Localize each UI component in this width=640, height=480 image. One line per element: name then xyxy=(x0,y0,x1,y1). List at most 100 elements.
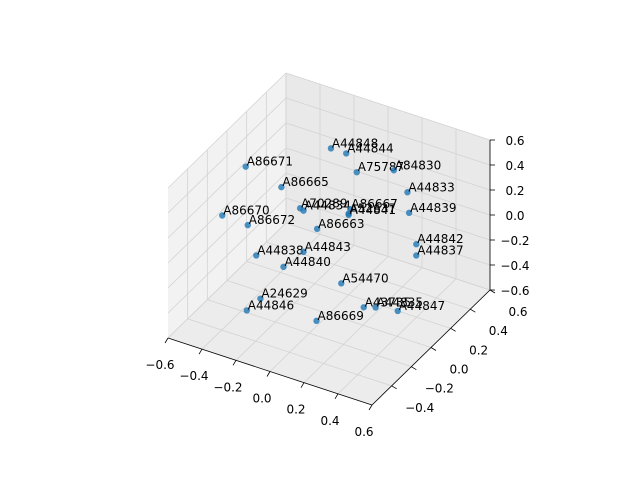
grid-line xyxy=(285,197,491,266)
y-tick xyxy=(430,347,437,351)
grid-line xyxy=(167,222,287,339)
point-label: A86663 xyxy=(318,217,364,231)
x-tick xyxy=(368,404,373,411)
z-tick-label: −0.4 xyxy=(500,259,529,273)
x-tick xyxy=(198,348,203,355)
grid-line xyxy=(246,260,451,329)
x-tick-label: −0.2 xyxy=(213,380,242,394)
grid-line xyxy=(266,241,471,310)
point xyxy=(390,167,398,174)
grid-line xyxy=(226,280,432,348)
grid-line xyxy=(285,222,491,291)
point-label: A44841 xyxy=(350,203,396,217)
y-tick-label: 0.4 xyxy=(489,324,508,338)
point-label: A86665 xyxy=(282,175,328,189)
point xyxy=(413,241,420,248)
point-label: A44842 xyxy=(417,232,463,246)
point-label: A24629 xyxy=(261,287,307,301)
point-label: A44835 xyxy=(377,295,423,309)
y-tick-label: 0.6 xyxy=(508,305,527,319)
point xyxy=(338,280,345,287)
point xyxy=(280,263,287,271)
point xyxy=(253,252,260,259)
grid-line xyxy=(167,72,287,189)
point-label: A70289 xyxy=(301,196,347,210)
x-tick-label: −0.4 xyxy=(179,369,208,383)
grid-line xyxy=(167,197,287,314)
point xyxy=(372,304,379,311)
y-tick xyxy=(411,366,417,371)
point-label: A44846 xyxy=(248,298,294,312)
grid-line xyxy=(207,299,412,368)
grid-line xyxy=(187,318,392,387)
point-label: A44843 xyxy=(305,240,351,254)
y-tick xyxy=(470,308,476,313)
y-tick-label: 0.2 xyxy=(469,343,488,357)
point xyxy=(244,221,251,229)
point xyxy=(327,145,335,152)
point-label: A86672 xyxy=(249,213,295,227)
point-label: A44847 xyxy=(399,299,445,313)
axis-line xyxy=(371,289,491,406)
point-label: A54470 xyxy=(342,271,388,285)
point-label: A44837 xyxy=(417,243,463,257)
x-tick xyxy=(164,337,169,344)
grid-line xyxy=(167,172,287,289)
y-tick-label: −0.4 xyxy=(405,401,434,415)
grid-line xyxy=(285,72,491,141)
point-label: A84830 xyxy=(395,158,441,172)
point xyxy=(343,150,350,157)
z-tick-label: 0.6 xyxy=(505,134,524,148)
point-label: A52637 xyxy=(350,202,396,216)
point xyxy=(313,225,321,233)
point xyxy=(345,211,352,219)
point xyxy=(405,209,413,217)
point-label: A44844 xyxy=(347,141,393,155)
y-tick xyxy=(450,327,456,332)
x-tick xyxy=(300,382,305,388)
point-label: A44833 xyxy=(408,180,454,194)
grid-line xyxy=(285,147,491,216)
grid-line xyxy=(285,97,491,166)
x-tick xyxy=(232,360,237,366)
grid-line xyxy=(167,97,287,214)
point xyxy=(243,307,250,314)
grid-line xyxy=(285,172,491,241)
x-tick-label: −0.6 xyxy=(145,358,174,372)
point-label: A44838 xyxy=(257,243,303,257)
z-tick-label: 0.4 xyxy=(505,159,524,173)
point xyxy=(394,307,401,315)
grid-line xyxy=(167,147,287,264)
x-tick xyxy=(266,371,271,377)
y-tick xyxy=(489,289,496,294)
point-label: A44848 xyxy=(332,136,378,150)
grid-line xyxy=(167,122,287,239)
point-label: A44834 xyxy=(305,199,351,213)
x-tick-label: 0.4 xyxy=(320,414,339,428)
grid-line xyxy=(285,122,491,191)
point xyxy=(242,163,249,170)
point-label: A86667 xyxy=(351,197,397,211)
axis-line xyxy=(167,337,373,406)
point xyxy=(413,252,420,259)
y-tick-label: 0.0 xyxy=(449,363,468,377)
x-tick xyxy=(334,393,339,400)
z-tick-label: 0.0 xyxy=(505,209,524,223)
x-tick-label: 0.2 xyxy=(286,403,305,417)
point-label: A86669 xyxy=(318,309,364,323)
z-tick-label: −0.2 xyxy=(500,234,529,248)
point xyxy=(300,248,307,256)
x-tick-label: 0.0 xyxy=(252,392,271,406)
point xyxy=(278,183,285,191)
point-label: A86671 xyxy=(247,155,293,169)
point xyxy=(313,317,320,325)
point-label: A86670 xyxy=(223,204,269,218)
point xyxy=(219,212,226,219)
point-label: A44839 xyxy=(410,201,456,215)
point xyxy=(404,189,411,196)
z-tick-label: 0.2 xyxy=(505,184,524,198)
point xyxy=(300,207,307,214)
point xyxy=(360,304,367,311)
point xyxy=(257,295,264,302)
